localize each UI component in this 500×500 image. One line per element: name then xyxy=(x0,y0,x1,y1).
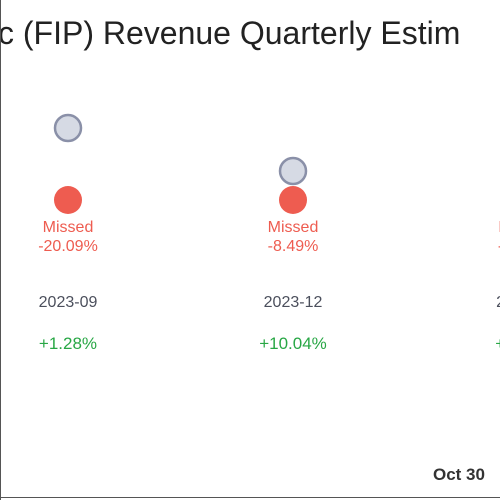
points-layer: Missed -20.09% 2023-09 +1.28% Missed -8.49% 20… xyxy=(38,113,500,353)
actual-point xyxy=(54,186,82,214)
footer-date: Oct 30 xyxy=(433,465,485,484)
period-label: 2023-09 xyxy=(39,294,98,311)
estimate-point xyxy=(278,156,308,186)
period-label: 2023-12 xyxy=(264,294,323,311)
quarter-group: M -1 20 +2 xyxy=(495,219,500,353)
period-label: 20 xyxy=(496,294,500,311)
status-label: M xyxy=(498,219,500,236)
surprise-label: -20.09% xyxy=(38,238,98,255)
status-label: Missed xyxy=(268,219,319,236)
surprise-label: -8.49% xyxy=(268,238,319,255)
quarter-group: Missed -8.49% 2023-12 +10.04% xyxy=(259,156,327,353)
surprise-label: -1 xyxy=(498,238,500,255)
chart-title: c (FIP) Revenue Quarterly Estim xyxy=(0,15,460,51)
actual-point xyxy=(279,186,307,214)
quarter-group: Missed -20.09% 2023-09 +1.28% xyxy=(38,113,98,353)
growth-label: +1.28% xyxy=(39,334,97,353)
growth-label: +10.04% xyxy=(259,334,327,353)
status-label: Missed xyxy=(43,219,94,236)
estimate-point xyxy=(53,113,83,143)
growth-label: +2 xyxy=(495,334,500,353)
